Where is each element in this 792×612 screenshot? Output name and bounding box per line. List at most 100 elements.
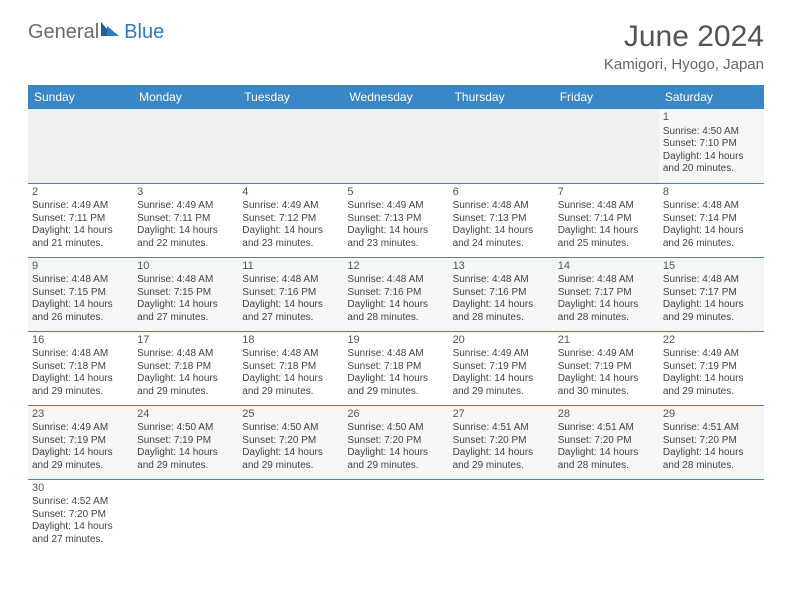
sunrise-text: Sunrise: 4:49 AM	[347, 200, 444, 213]
sunset-text: Sunset: 7:20 PM	[453, 435, 550, 448]
calendar-day-cell: 25Sunrise: 4:50 AMSunset: 7:20 PMDayligh…	[238, 405, 343, 479]
calendar-week-row: 23Sunrise: 4:49 AMSunset: 7:19 PMDayligh…	[28, 405, 764, 479]
calendar-day-cell: 28Sunrise: 4:51 AMSunset: 7:20 PMDayligh…	[554, 405, 659, 479]
sunrise-text: Sunrise: 4:50 AM	[242, 422, 339, 435]
day-number: 7	[558, 186, 655, 200]
daylight-text: Daylight: 14 hours and 21 minutes.	[32, 225, 129, 250]
daylight-text: Daylight: 14 hours and 22 minutes.	[137, 225, 234, 250]
sunrise-text: Sunrise: 4:48 AM	[32, 274, 129, 287]
day-number: 3	[137, 186, 234, 200]
calendar-day-cell: 6Sunrise: 4:48 AMSunset: 7:13 PMDaylight…	[449, 183, 554, 257]
sunrise-text: Sunrise: 4:48 AM	[347, 274, 444, 287]
page-title: June 2024	[604, 20, 764, 54]
calendar-page: GeneralBlue June 2024 Kamigori, Hyogo, J…	[0, 0, 792, 573]
daylight-text: Daylight: 14 hours and 29 minutes.	[663, 373, 760, 398]
daylight-text: Daylight: 14 hours and 23 minutes.	[347, 225, 444, 250]
sunrise-text: Sunrise: 4:48 AM	[347, 348, 444, 361]
sunrise-text: Sunrise: 4:49 AM	[242, 200, 339, 213]
sunrise-text: Sunrise: 4:48 AM	[453, 274, 550, 287]
calendar-day-cell: 10Sunrise: 4:48 AMSunset: 7:15 PMDayligh…	[133, 257, 238, 331]
day-number: 19	[347, 334, 444, 348]
calendar-day-cell: 4Sunrise: 4:49 AMSunset: 7:12 PMDaylight…	[238, 183, 343, 257]
daylight-text: Daylight: 14 hours and 29 minutes.	[663, 299, 760, 324]
day-number: 24	[137, 408, 234, 422]
calendar-day-cell: 22Sunrise: 4:49 AMSunset: 7:19 PMDayligh…	[659, 331, 764, 405]
sunrise-text: Sunrise: 4:48 AM	[242, 348, 339, 361]
sunrise-text: Sunrise: 4:50 AM	[663, 126, 760, 139]
daylight-text: Daylight: 14 hours and 29 minutes.	[32, 373, 129, 398]
sunset-text: Sunset: 7:20 PM	[558, 435, 655, 448]
day-number: 4	[242, 186, 339, 200]
sunset-text: Sunset: 7:10 PM	[663, 138, 760, 151]
sunset-text: Sunset: 7:20 PM	[32, 509, 129, 522]
calendar-day-cell: 23Sunrise: 4:49 AMSunset: 7:19 PMDayligh…	[28, 405, 133, 479]
calendar-day-cell: 7Sunrise: 4:48 AMSunset: 7:14 PMDaylight…	[554, 183, 659, 257]
day-number: 18	[242, 334, 339, 348]
day-number: 10	[137, 260, 234, 274]
sunrise-text: Sunrise: 4:48 AM	[558, 200, 655, 213]
sunrise-text: Sunrise: 4:49 AM	[137, 200, 234, 213]
day-number: 27	[453, 408, 550, 422]
calendar-week-row: 16Sunrise: 4:48 AMSunset: 7:18 PMDayligh…	[28, 331, 764, 405]
sunset-text: Sunset: 7:16 PM	[453, 287, 550, 300]
calendar-day-cell	[343, 479, 448, 553]
sunset-text: Sunset: 7:19 PM	[453, 361, 550, 374]
day-number: 20	[453, 334, 550, 348]
calendar-day-cell	[343, 109, 448, 183]
daylight-text: Daylight: 14 hours and 28 minutes.	[663, 447, 760, 472]
sunrise-text: Sunrise: 4:50 AM	[347, 422, 444, 435]
sunrise-text: Sunrise: 4:48 AM	[32, 348, 129, 361]
weekday-header: Sunday	[28, 85, 133, 109]
sunrise-text: Sunrise: 4:49 AM	[453, 348, 550, 361]
daylight-text: Daylight: 14 hours and 29 minutes.	[453, 373, 550, 398]
day-number: 16	[32, 334, 129, 348]
day-number: 14	[558, 260, 655, 274]
day-number: 2	[32, 186, 129, 200]
daylight-text: Daylight: 14 hours and 28 minutes.	[347, 299, 444, 324]
calendar-day-cell: 15Sunrise: 4:48 AMSunset: 7:17 PMDayligh…	[659, 257, 764, 331]
daylight-text: Daylight: 14 hours and 29 minutes.	[347, 447, 444, 472]
calendar-day-cell	[238, 109, 343, 183]
sunset-text: Sunset: 7:19 PM	[32, 435, 129, 448]
calendar-day-cell: 21Sunrise: 4:49 AMSunset: 7:19 PMDayligh…	[554, 331, 659, 405]
sunset-text: Sunset: 7:15 PM	[32, 287, 129, 300]
day-number: 8	[663, 186, 760, 200]
calendar-day-cell: 19Sunrise: 4:48 AMSunset: 7:18 PMDayligh…	[343, 331, 448, 405]
weekday-header: Wednesday	[343, 85, 448, 109]
calendar-day-cell	[554, 479, 659, 553]
title-block: June 2024 Kamigori, Hyogo, Japan	[604, 20, 764, 73]
daylight-text: Daylight: 14 hours and 28 minutes.	[558, 299, 655, 324]
calendar-week-row: 9Sunrise: 4:48 AMSunset: 7:15 PMDaylight…	[28, 257, 764, 331]
calendar-day-cell: 8Sunrise: 4:48 AMSunset: 7:14 PMDaylight…	[659, 183, 764, 257]
sunset-text: Sunset: 7:16 PM	[242, 287, 339, 300]
brand-part2: Blue	[124, 21, 164, 44]
daylight-text: Daylight: 14 hours and 28 minutes.	[453, 299, 550, 324]
sunset-text: Sunset: 7:14 PM	[663, 213, 760, 226]
calendar-day-cell	[554, 109, 659, 183]
calendar-day-cell: 24Sunrise: 4:50 AMSunset: 7:19 PMDayligh…	[133, 405, 238, 479]
sunset-text: Sunset: 7:19 PM	[558, 361, 655, 374]
sail-icon	[99, 20, 121, 44]
sunset-text: Sunset: 7:20 PM	[663, 435, 760, 448]
calendar-day-cell	[659, 479, 764, 553]
daylight-text: Daylight: 14 hours and 27 minutes.	[242, 299, 339, 324]
sunset-text: Sunset: 7:13 PM	[453, 213, 550, 226]
calendar-day-cell: 12Sunrise: 4:48 AMSunset: 7:16 PMDayligh…	[343, 257, 448, 331]
day-number: 17	[137, 334, 234, 348]
day-number: 30	[32, 482, 129, 496]
calendar-day-cell: 9Sunrise: 4:48 AMSunset: 7:15 PMDaylight…	[28, 257, 133, 331]
sunrise-text: Sunrise: 4:49 AM	[32, 422, 129, 435]
daylight-text: Daylight: 14 hours and 27 minutes.	[137, 299, 234, 324]
sunset-text: Sunset: 7:16 PM	[347, 287, 444, 300]
calendar-week-row: 30Sunrise: 4:52 AMSunset: 7:20 PMDayligh…	[28, 479, 764, 553]
calendar-day-cell	[28, 109, 133, 183]
sunrise-text: Sunrise: 4:49 AM	[32, 200, 129, 213]
daylight-text: Daylight: 14 hours and 26 minutes.	[32, 299, 129, 324]
sunset-text: Sunset: 7:15 PM	[137, 287, 234, 300]
day-number: 15	[663, 260, 760, 274]
sunset-text: Sunset: 7:19 PM	[137, 435, 234, 448]
weekday-header: Saturday	[659, 85, 764, 109]
weekday-header: Friday	[554, 85, 659, 109]
sunset-text: Sunset: 7:13 PM	[347, 213, 444, 226]
daylight-text: Daylight: 14 hours and 25 minutes.	[558, 225, 655, 250]
